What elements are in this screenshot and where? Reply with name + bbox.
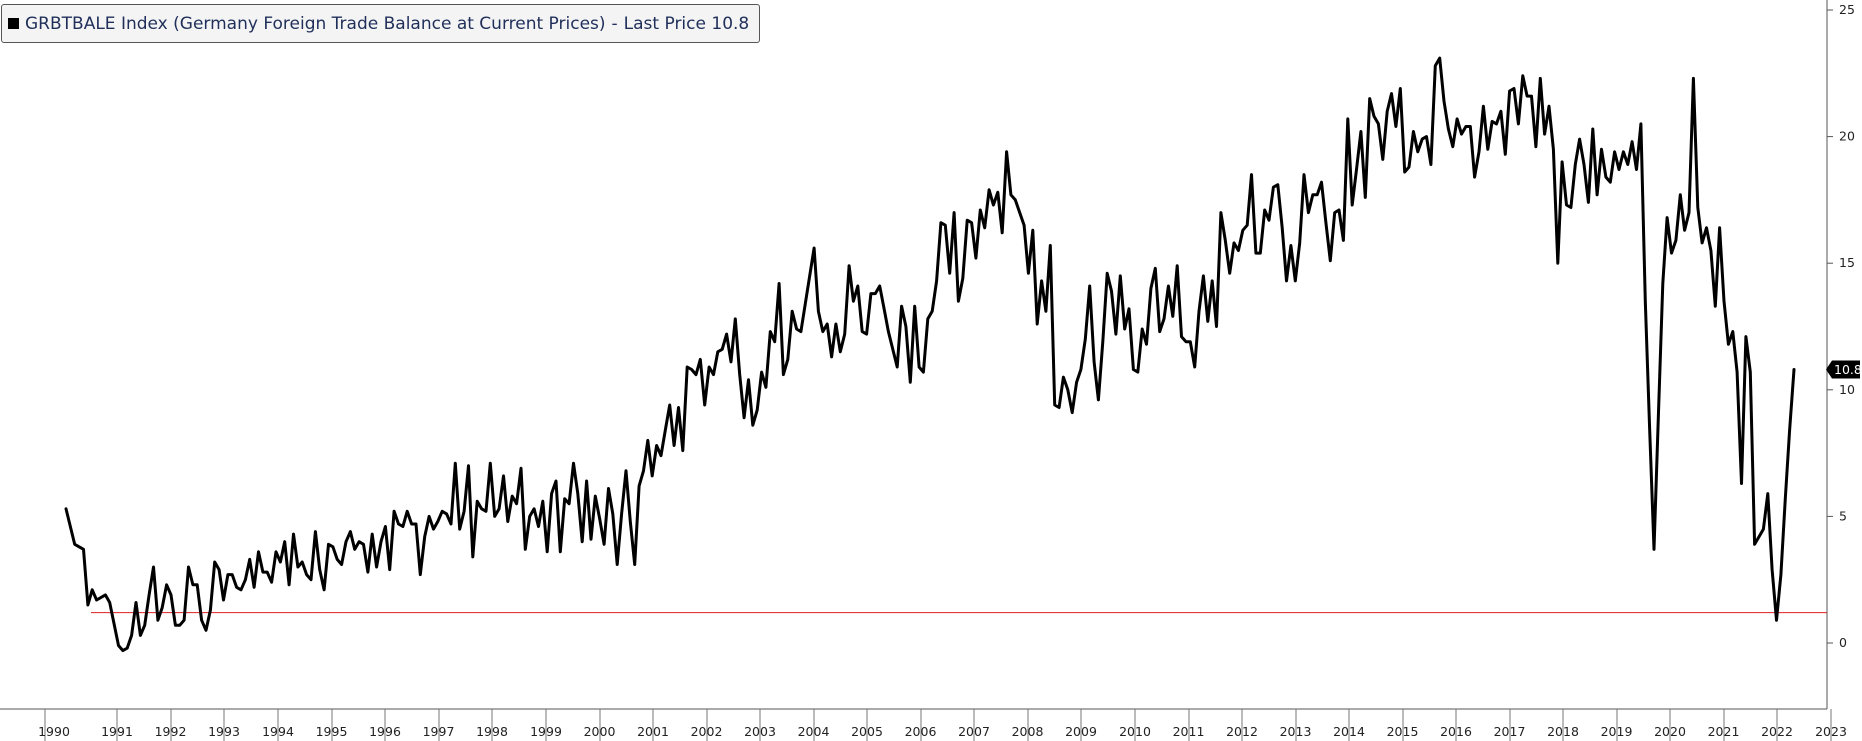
x-tick-label: 1996 <box>369 724 401 739</box>
series-line-grbtbale <box>64 56 1796 653</box>
x-tick-label: 2009 <box>1065 724 1097 739</box>
legend-series-swatch <box>8 18 19 29</box>
x-tick-label: 2019 <box>1601 724 1633 739</box>
y-tick-label: 5 <box>1839 508 1847 523</box>
x-tick-label: 2010 <box>1119 724 1151 739</box>
x-tick-label: 2023 <box>1815 724 1847 739</box>
last-value-label-background <box>1826 360 1860 379</box>
x-tick-label: 2020 <box>1654 724 1686 739</box>
x-tick-label: 2006 <box>905 724 937 739</box>
x-axis: 1990 1991 1992 1993 1994 1995 1996 1997 1998 1999… <box>38 709 1847 741</box>
x-tick-label: 1991 <box>101 724 133 739</box>
x-tick-label: 2017 <box>1494 724 1526 739</box>
x-tick-label: 1992 <box>155 724 187 739</box>
x-tick-label: 1990 <box>38 724 70 739</box>
y-tick-label: 15 <box>1839 255 1855 270</box>
x-tick-label: 2016 <box>1440 724 1472 739</box>
x-tick-label: 2005 <box>851 724 883 739</box>
x-tick-label: 1995 <box>316 724 348 739</box>
chart-legend: GRBTBALE Index (Germany Foreign Trade Ba… <box>1 4 761 43</box>
x-tick-label: 1999 <box>530 724 562 739</box>
y-tick-label: 20 <box>1839 129 1855 144</box>
x-tick-label: 1994 <box>262 724 294 739</box>
last-value-label: 10.8 <box>1826 360 1862 379</box>
x-tick-label: 2002 <box>691 724 723 739</box>
last-value-label-text: 10.8 <box>1834 362 1862 377</box>
x-tick-label: 2021 <box>1708 724 1740 739</box>
x-tick-label: 1997 <box>423 724 455 739</box>
legend-separator: - <box>611 13 618 34</box>
x-tick-label: 1993 <box>208 724 240 739</box>
y-tick-label: 10 <box>1839 382 1855 397</box>
legend-description: (Germany Foreign Trade Balance at Curren… <box>173 13 606 34</box>
y-tick-label: 0 <box>1839 635 1847 650</box>
x-tick-label: 2007 <box>958 724 990 739</box>
x-tick-label: 2004 <box>798 724 830 739</box>
legend-last-price-value: 10.8 <box>711 13 750 34</box>
legend-last-price-label: Last Price <box>623 13 706 34</box>
y-axis: 0 5 10 15 20 25 <box>1827 2 1855 650</box>
x-tick-label: 2003 <box>744 724 776 739</box>
y-tick-label: 25 <box>1839 2 1855 17</box>
x-tick-label: 2000 <box>584 724 616 739</box>
x-tick-label: 2018 <box>1547 724 1579 739</box>
x-tick-label: 2008 <box>1012 724 1044 739</box>
x-tick-label: 2001 <box>637 724 669 739</box>
x-tick-label: 2015 <box>1387 724 1419 739</box>
x-tick-label: 2012 <box>1226 724 1258 739</box>
x-tick-label: 2011 <box>1173 724 1205 739</box>
x-tick-label: 2014 <box>1333 724 1365 739</box>
x-tick-label: 1998 <box>476 724 508 739</box>
legend-ticker: GRBTBALE Index <box>25 13 168 34</box>
x-tick-label: 2013 <box>1280 724 1312 739</box>
x-tick-label: 2022 <box>1761 724 1793 739</box>
